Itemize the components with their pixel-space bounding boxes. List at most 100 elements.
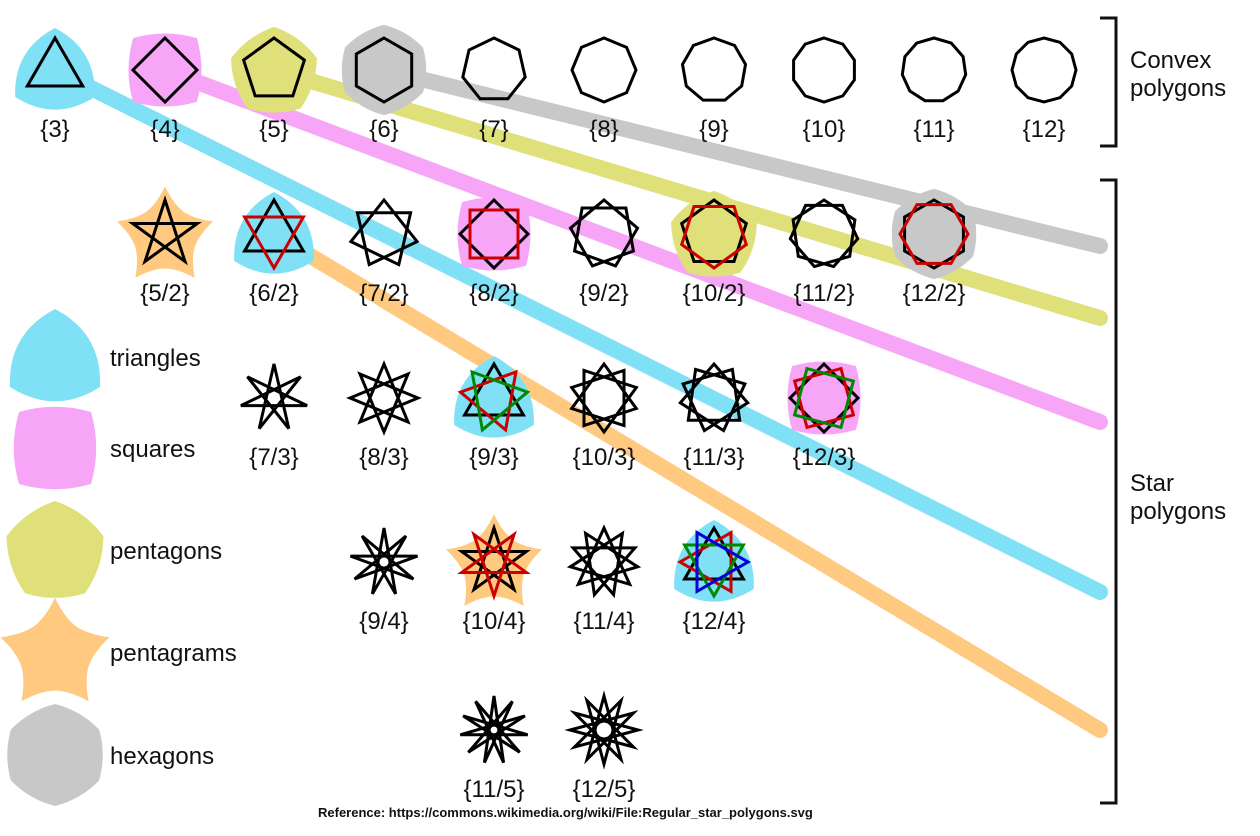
polygon-outline	[241, 36, 307, 98]
polygon-4-1	[130, 35, 200, 105]
polygon-8-3	[346, 360, 422, 436]
polygon-outline	[569, 361, 639, 435]
polygon-outline	[468, 208, 520, 260]
polygon-label: {9}	[699, 116, 728, 143]
polygon-10-1	[792, 36, 856, 104]
polygon-11-5	[459, 695, 529, 764]
hexagons-legend-label: hexagons	[110, 743, 214, 770]
triangles-band	[47, 62, 1108, 600]
polygon-outline	[792, 366, 856, 430]
polygon-12-1	[1010, 36, 1078, 104]
polygon-label: {4}	[150, 116, 179, 143]
squares-legend-label: squares	[110, 436, 195, 463]
polygon-label: {8/3}	[359, 444, 408, 471]
polygon-label: {7}	[479, 116, 508, 143]
polygon-9-1	[680, 36, 748, 102]
polygon-outline	[457, 523, 531, 594]
polygon-9-3	[457, 360, 531, 433]
polygon-outline	[461, 36, 527, 101]
triangles-background	[674, 520, 754, 602]
triangles-legend-swatch	[9, 309, 101, 402]
polygon-shapes	[24, 34, 1078, 770]
polygon-11-1	[900, 36, 968, 103]
polygon-label: {10/3}	[573, 444, 636, 471]
polygon-label: {5/2}	[140, 280, 189, 307]
polygon-label: {12/2}	[903, 280, 966, 307]
polygon-outline	[459, 695, 529, 764]
polygon-10-3	[569, 361, 639, 435]
polygon-9-2	[568, 198, 640, 268]
squares-background	[457, 197, 531, 271]
polygon-label: {12}	[1023, 116, 1066, 143]
polygon-outline	[354, 36, 414, 104]
pentagrams-background	[116, 186, 214, 278]
polygon-6-2	[242, 196, 306, 272]
polygon-label: {10}	[803, 116, 846, 143]
polygon-outline	[676, 530, 733, 594]
polygon-outline	[130, 35, 200, 105]
polygon-outline	[570, 36, 638, 104]
polygon-5-1	[241, 36, 307, 98]
star-bracket: Star polygons	[1100, 178, 1226, 805]
polygon-outline	[462, 360, 526, 417]
polygon-7-1	[461, 36, 527, 101]
polygon-8-1	[570, 36, 638, 104]
triangles-background	[234, 192, 314, 274]
triangles-legend-label: triangles	[110, 345, 201, 372]
polygon-label: {11}	[914, 116, 955, 143]
hexagons-background	[341, 24, 427, 116]
polygon-outline	[903, 198, 965, 270]
polygon-6-1	[354, 36, 414, 104]
polygon-outline	[900, 36, 968, 103]
polygon-outline	[24, 34, 86, 88]
squares-background	[128, 33, 202, 107]
polygon-label: {5}	[259, 116, 288, 143]
polygon-12-2	[898, 198, 970, 270]
polygon-outline	[792, 36, 856, 104]
polygon-label: {8}	[589, 116, 618, 143]
polygon-label: {7/3}	[249, 444, 298, 471]
polygon-outline	[568, 198, 640, 268]
polygon-outline	[566, 524, 642, 599]
polygon-12-3	[787, 361, 861, 435]
polygon-label: {11/5}	[464, 776, 525, 803]
polygon-5-2	[128, 195, 202, 266]
pentagrams-legend-label: pentagrams	[110, 640, 237, 667]
polygon-label: {10/4}	[463, 608, 526, 635]
polygon-outline	[128, 195, 202, 266]
polygon-outline	[240, 363, 308, 430]
polygon-label: {8/2}	[469, 280, 518, 307]
polygon-label: {9/3}	[469, 444, 518, 471]
polygon-label: {3}	[40, 116, 69, 143]
convex-group-label: Convex polygons	[1130, 47, 1226, 102]
polygon-outline	[678, 361, 750, 433]
squares-legend-swatch	[13, 406, 97, 490]
polygon-outline	[682, 543, 746, 600]
polygon-11-2	[788, 198, 860, 269]
polygon-11-3	[678, 361, 750, 433]
polygon-outline	[470, 369, 531, 433]
polygon-label: {11/2}	[794, 280, 855, 307]
pentagons-band	[266, 62, 1108, 326]
polygon-label: {12/3}	[793, 444, 856, 471]
polygon-outline	[679, 198, 749, 263]
pentagrams-legend-swatch	[0, 597, 110, 702]
pentagrams-background	[445, 514, 543, 606]
polygon-outline	[346, 360, 422, 436]
convex-bracket: Convex polygons	[1100, 16, 1226, 148]
polygon-9-4	[349, 527, 419, 595]
polygon-label: {11/4}	[574, 608, 635, 635]
polygon-7-3	[240, 363, 308, 430]
polygon-outline	[242, 196, 306, 253]
polygon-label: {12/5}	[573, 776, 636, 803]
polygon-outline	[457, 369, 518, 433]
hexagons-legend-swatch	[7, 704, 103, 806]
polygon-label: {7/2}	[359, 280, 408, 307]
polygon-labels: {3} {4} {5} {6} {7} {8} {9} {10} {11} {12} {5/2} {6…	[40, 116, 1065, 803]
squares-background	[787, 361, 861, 435]
polygon-label: {10/2}	[683, 280, 746, 307]
polygon-label: {9/2}	[579, 280, 628, 307]
pentagons-legend-swatch	[6, 501, 104, 598]
polygon-10-4	[457, 523, 531, 601]
polygon-label: {11/3}	[684, 444, 745, 471]
